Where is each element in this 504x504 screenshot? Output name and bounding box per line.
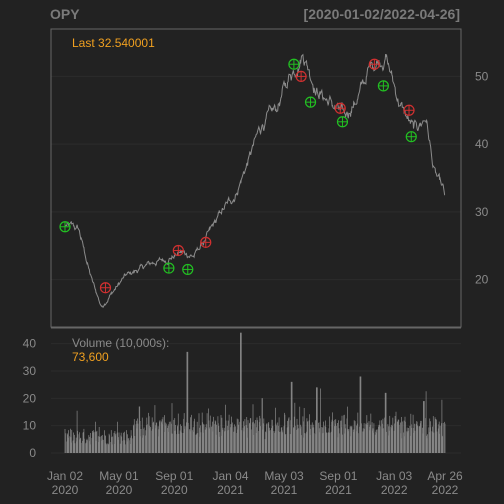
buy-signal-marker [377,80,389,92]
volume-bars [64,332,446,453]
x-tick-label: Jan 04 [212,469,248,483]
x-tick-year: 2020 [161,483,188,497]
price-panel-frame [50,28,462,328]
x-tick-label: Sep 01 [319,469,357,483]
date-range: [2020-01-02/2022-04-26] [304,6,460,22]
buy-signal-marker [182,263,194,276]
volume-y-tick-label: 10 [23,419,37,433]
sell-signal-marker [403,104,415,116]
chart-title: OPY [50,6,80,22]
x-tick-year: 2020 [52,483,79,497]
price-y-tick-label: 30 [475,205,489,219]
x-tick-label: Apr 26 [427,469,463,483]
x-tick-year: 2021 [217,483,244,497]
buy-signal-marker [336,116,349,128]
sell-signal-marker [295,70,307,83]
x-tick-year: 2021 [271,483,298,497]
x-tick-year: 2022 [432,483,459,497]
sell-signal-marker [200,236,212,248]
price-grid [51,75,461,281]
volume-y-tick-label: 20 [23,391,37,405]
x-tick-label: Jan 02 [47,469,83,483]
x-tick-year: 2022 [381,483,408,497]
volume-y-tick-label: 0 [29,446,36,460]
x-tick-label: Jan 03 [376,469,412,483]
sell-signal-marker [368,58,380,70]
x-tick-label: May 03 [264,469,304,483]
signal-markers [59,58,417,294]
volume-y-axis: 0 10 20 30 40 [23,337,37,460]
sell-signal-marker [172,244,184,257]
price-y-tick-label: 50 [475,69,489,83]
x-tick-year: 2020 [106,483,133,497]
price-line [64,53,446,308]
price-y-tick-label: 20 [475,273,489,287]
x-tick-label: May 01 [99,469,139,483]
buy-signal-marker [304,96,317,108]
sell-signal-marker [99,282,112,294]
buy-signal-marker [405,131,417,143]
last-price-label: Last 32.540001 [72,36,155,50]
buy-signal-marker [163,262,175,274]
buy-signal-marker [59,221,71,233]
buy-signal-marker [288,58,300,70]
price-y-tick-label: 40 [475,137,489,151]
volume-y-tick-label: 30 [23,364,37,378]
volume-y-tick-label: 40 [23,337,37,351]
x-tick-year: 2021 [325,483,352,497]
price-y-axis: 20 30 40 50 [475,69,489,286]
x-tick-label: Sep 01 [155,469,193,483]
sell-signal-marker [334,102,346,114]
volume-label: Volume (10,000s): [72,336,169,350]
volume-last-value: 73,600 [72,350,109,364]
